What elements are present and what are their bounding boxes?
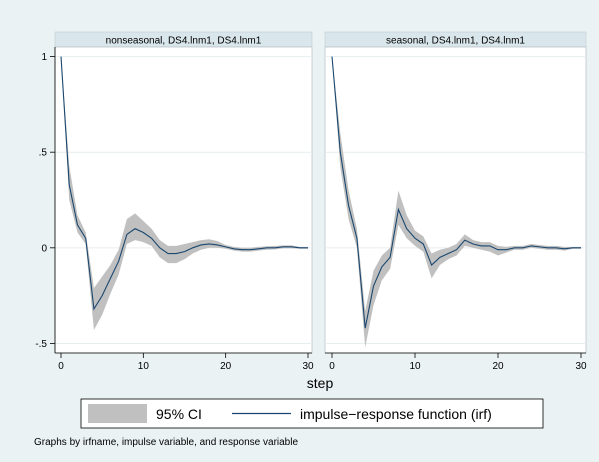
x-tick-label: 30	[302, 361, 314, 372]
x-tick-label: 0	[329, 361, 335, 372]
irf-line-right	[331, 56, 581, 329]
x-tick-label: 10	[138, 361, 150, 372]
x-axis-ticks: 0 10 20 30 0 10 20 30	[58, 353, 587, 372]
legend-box	[80, 398, 544, 429]
graph-note: Graphs by irfname, impulse variable, and…	[34, 437, 298, 448]
x-tick-label: 0	[58, 361, 64, 372]
y-tick-label: .5	[39, 148, 48, 159]
legend-label-irf: impulse−response function (irf)	[300, 406, 492, 422]
x-axis-title: step	[307, 375, 334, 391]
y-tick-label: 0	[41, 243, 47, 254]
x-tick-label: 10	[409, 361, 421, 372]
irf-line-left	[60, 56, 308, 311]
y-tick-label: -.5	[35, 339, 47, 350]
x-tick-label: 20	[492, 361, 504, 372]
y-axis-ticks: -.5 0 .5 1	[35, 52, 55, 350]
panel-title-right: seasonal, DS4.lnm1, DS4.lnm1	[386, 36, 525, 47]
y-tick-label: 1	[41, 52, 47, 63]
panel-title-left: nonseasonal, DS4.lnm1, DS4.lnm1	[106, 36, 262, 47]
legend-swatch-ci	[88, 404, 147, 423]
legend-label-ci: 95% CI	[156, 406, 202, 422]
x-tick-label: 30	[575, 361, 587, 372]
x-tick-label: 20	[220, 361, 232, 372]
